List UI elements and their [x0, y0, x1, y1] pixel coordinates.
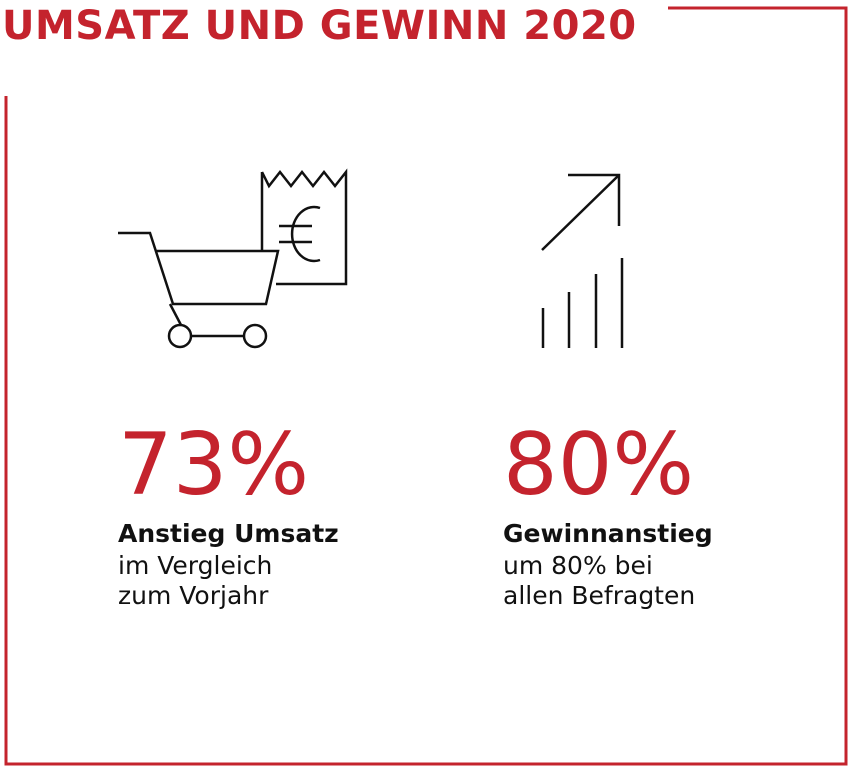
stat-block-revenue: 73% Anstieg Umsatz im Vergleich zum Vorj… — [118, 415, 339, 611]
stat-heading: Anstieg Umsatz — [118, 519, 339, 548]
stat-block-profit: 80% Gewinnanstieg um 80% bei allen Befra… — [503, 415, 713, 611]
growth-arrow-icon — [541, 173, 624, 348]
page-title: UMSATZ UND GEWINN 2020 — [2, 3, 637, 49]
shopping-cart-receipt-icon — [118, 168, 348, 349]
stat-description-line: zum Vorjahr — [118, 581, 269, 610]
stat-value: 80% — [503, 415, 695, 515]
stat-description-line: im Vergleich — [118, 551, 273, 580]
stat-heading: Gewinnanstieg — [503, 519, 713, 548]
stat-description-line: allen Befragten — [503, 581, 696, 610]
stat-description-line: um 80% bei — [503, 551, 653, 580]
stat-value: 73% — [118, 415, 310, 515]
